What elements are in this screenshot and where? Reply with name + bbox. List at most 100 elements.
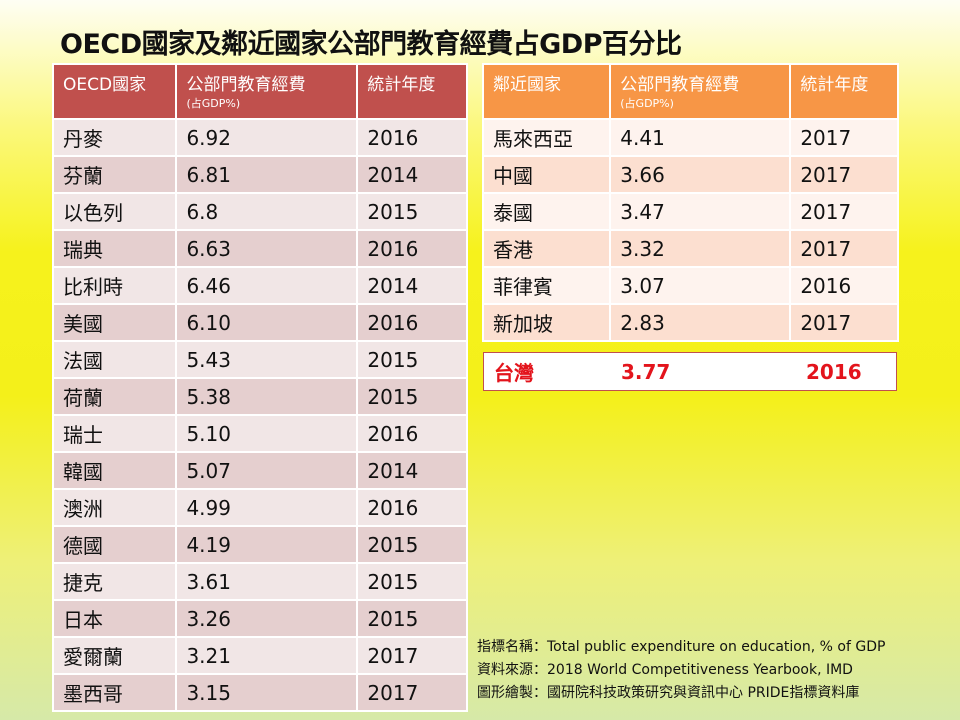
header-expenditure-label: 公部門教育經費 [620, 75, 740, 95]
cell-year: 2017 [789, 192, 899, 231]
cell-country: 德國 [51, 525, 178, 564]
cell-year: 2016 [789, 266, 899, 305]
cell-value: 4.19 [175, 525, 359, 564]
cell-year: 2015 [356, 340, 468, 379]
cell-year: 2016 [356, 229, 468, 268]
neighbor-table: 鄰近國家 公部門教育經費 (占GDP%) 統計年度 馬來西亞 4.41 2017 中國 3… [481, 63, 899, 342]
cell-value: 5.43 [175, 340, 359, 379]
cell-year: 2014 [356, 451, 468, 490]
cell-value: 3.32 [609, 229, 792, 268]
cell-country: 以色列 [51, 192, 178, 231]
cell-country: 馬來西亞 [481, 118, 612, 157]
table-header-row: 鄰近國家 公部門教育經費 (占GDP%) 統計年度 [481, 63, 899, 120]
page-title: OECD國家及鄰近國家公部門教育經費占GDP百分比 [60, 29, 682, 60]
table-row: 中國 3.66 2017 [481, 155, 899, 194]
table-row: 澳洲 4.99 2016 [51, 488, 468, 527]
cell-country: 韓國 [51, 451, 178, 490]
header-expenditure: 公部門教育經費 (占GDP%) [609, 63, 792, 120]
header-year: 統計年度 [789, 63, 899, 120]
cell-country: 新加坡 [481, 303, 612, 342]
table-row: 日本 3.26 2015 [51, 599, 468, 638]
table-row: 愛爾蘭 3.21 2017 [51, 636, 468, 675]
cell-year: 2015 [356, 599, 468, 638]
taiwan-value: 3.77 [621, 359, 671, 384]
cell-value: 3.47 [609, 192, 792, 231]
table-row: 美國 6.10 2016 [51, 303, 468, 342]
cell-value: 6.10 [175, 303, 359, 342]
cell-year: 2016 [356, 488, 468, 527]
header-expenditure-label: 公部門教育經費 [186, 75, 306, 95]
cell-country: 瑞士 [51, 414, 178, 453]
table-row: 以色列 6.8 2015 [51, 192, 468, 231]
cell-value: 5.07 [175, 451, 359, 490]
header-expenditure: 公部門教育經費 (占GDP%) [175, 63, 359, 120]
table-row: 泰國 3.47 2017 [481, 192, 899, 231]
cell-year: 2014 [356, 266, 468, 305]
cell-value: 3.21 [175, 636, 359, 675]
cell-year: 2017 [356, 673, 468, 712]
note-credit: 圖形繪製：國研院科技政策研究與資訊中心 PRIDE指標資料庫 [477, 685, 860, 701]
cell-value: 6.8 [175, 192, 359, 231]
table-row: 瑞士 5.10 2016 [51, 414, 468, 453]
header-unit: (占GDP%) [620, 97, 674, 110]
table-row: 德國 4.19 2015 [51, 525, 468, 564]
table-row: 丹麥 6.92 2016 [51, 118, 468, 157]
cell-value: 6.46 [175, 266, 359, 305]
cell-year: 2017 [789, 155, 899, 194]
oecd-table: OECD國家 公部門教育經費 (占GDP%) 統計年度 丹麥 6.92 2016 芬蘭 6… [51, 63, 468, 712]
table-header-row: OECD國家 公部門教育經費 (占GDP%) 統計年度 [51, 63, 468, 120]
header-country: OECD國家 [51, 63, 178, 120]
cell-country: 菲律賓 [481, 266, 612, 305]
cell-year: 2016 [356, 414, 468, 453]
cell-year: 2016 [356, 118, 468, 157]
note-indicator: 指標名稱：Total public expenditure on educati… [477, 639, 886, 655]
cell-year: 2015 [356, 562, 468, 601]
table-row: 捷克 3.61 2015 [51, 562, 468, 601]
source-notes: 指標名稱：Total public expenditure on educati… [477, 636, 885, 705]
cell-year: 2015 [356, 192, 468, 231]
cell-value: 4.41 [609, 118, 792, 157]
cell-country: 芬蘭 [51, 155, 178, 194]
cell-country: 澳洲 [51, 488, 178, 527]
table-row: 荷蘭 5.38 2015 [51, 377, 468, 416]
table-row: 新加坡 2.83 2017 [481, 303, 899, 342]
table-row: 韓國 5.07 2014 [51, 451, 468, 490]
table-row: 墨西哥 3.15 2017 [51, 673, 468, 712]
cell-value: 3.61 [175, 562, 359, 601]
cell-year: 2017 [789, 303, 899, 342]
cell-country: 捷克 [51, 562, 178, 601]
cell-value: 4.99 [175, 488, 359, 527]
cell-country: 愛爾蘭 [51, 636, 178, 675]
table-row: 瑞典 6.63 2016 [51, 229, 468, 268]
cell-year: 2015 [356, 525, 468, 564]
cell-country: 丹麥 [51, 118, 178, 157]
cell-country: 泰國 [481, 192, 612, 231]
cell-year: 2017 [789, 229, 899, 268]
cell-year: 2016 [356, 303, 468, 342]
cell-year: 2017 [356, 636, 468, 675]
cell-country: 美國 [51, 303, 178, 342]
cell-value: 3.66 [609, 155, 792, 194]
cell-country: 中國 [481, 155, 612, 194]
note-source: 資料來源：2018 World Competitiveness Yearbook… [477, 662, 853, 678]
cell-year: 2015 [356, 377, 468, 416]
cell-year: 2014 [356, 155, 468, 194]
cell-country: 香港 [481, 229, 612, 268]
table-row: 馬來西亞 4.41 2017 [481, 118, 899, 157]
header-unit: (占GDP%) [186, 97, 241, 110]
cell-year: 2017 [789, 118, 899, 157]
cell-country: 法國 [51, 340, 178, 379]
header-year: 統計年度 [356, 63, 468, 120]
taiwan-name: 台灣 [494, 361, 534, 385]
cell-value: 2.83 [609, 303, 792, 342]
cell-value: 5.38 [175, 377, 359, 416]
table-row: 香港 3.32 2017 [481, 229, 899, 268]
table-row: 比利時 6.46 2014 [51, 266, 468, 305]
cell-value: 6.81 [175, 155, 359, 194]
cell-country: 比利時 [51, 266, 178, 305]
cell-value: 3.26 [175, 599, 359, 638]
taiwan-highlight-box: 台灣 3.77 2016 [483, 352, 897, 391]
cell-value: 3.15 [175, 673, 359, 712]
cell-value: 5.10 [175, 414, 359, 453]
table-row: 菲律賓 3.07 2016 [481, 266, 899, 305]
